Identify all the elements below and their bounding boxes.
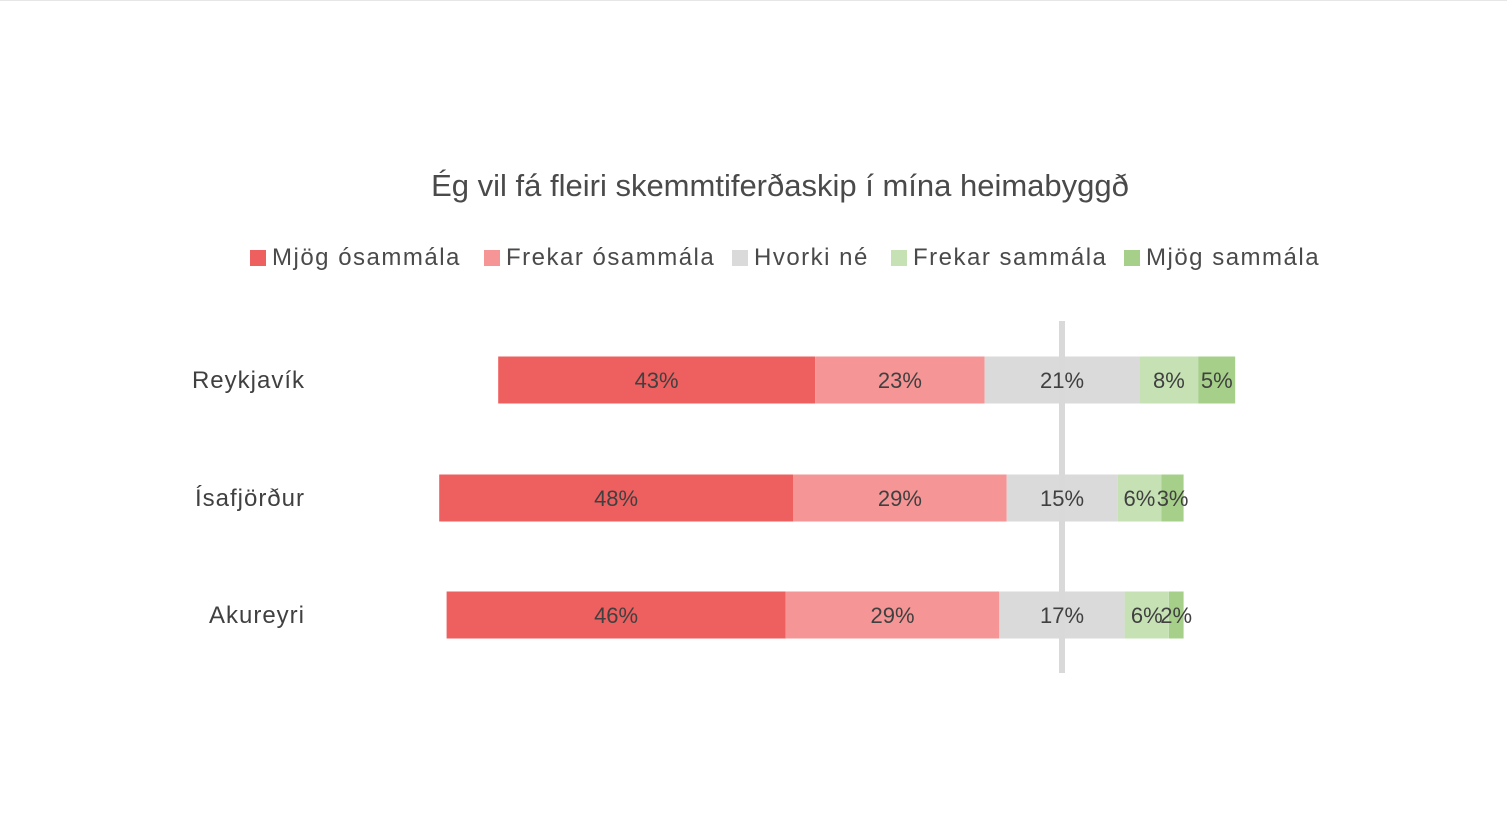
- data-label: 17%: [1040, 603, 1084, 628]
- legend-swatch: [484, 250, 500, 266]
- data-label: 21%: [1040, 368, 1084, 393]
- bar-segment: [1198, 356, 1236, 404]
- legend-label: Hvorki né: [754, 244, 869, 271]
- bar-segment: [793, 474, 1007, 522]
- top-border: [0, 0, 1507, 1]
- data-label: 2%: [1160, 603, 1192, 628]
- legend: Mjög ósammála Frekar ósammála Hvorki né Fre…: [250, 244, 1320, 271]
- chart-title: Ég vil fá fleiri skemmtiferðaskip í mína…: [431, 168, 1129, 203]
- legend-label: Mjög ósammála: [272, 244, 461, 271]
- category-labels: Reykjavík Ísafjörður Akureyri: [192, 367, 305, 629]
- legend-item: Frekar ósammála: [484, 244, 715, 271]
- legend-label: Frekar ósammála: [506, 244, 715, 271]
- legend-label: Mjög sammála: [1146, 244, 1320, 271]
- category-label: Akureyri: [209, 602, 305, 629]
- data-label: 43%: [635, 368, 679, 393]
- data-label: 48%: [594, 486, 638, 511]
- legend-swatch: [1124, 250, 1140, 266]
- data-label: 29%: [878, 486, 922, 511]
- legend-label: Frekar sammála: [913, 244, 1107, 271]
- bar-segment: [1161, 474, 1184, 522]
- bar-segment: [1124, 591, 1169, 639]
- bars-group: [439, 356, 1236, 639]
- legend-swatch: [891, 250, 907, 266]
- data-label: 6%: [1131, 603, 1163, 628]
- data-label: 29%: [870, 603, 914, 628]
- bar-segment: [439, 474, 793, 522]
- data-label: 23%: [878, 368, 922, 393]
- data-label: 6%: [1124, 486, 1156, 511]
- data-label: 8%: [1153, 368, 1185, 393]
- legend-item: Mjög sammála: [1124, 244, 1320, 271]
- bar-segment: [1139, 356, 1199, 404]
- legend-swatch: [732, 250, 748, 266]
- bar-segment: [1117, 474, 1162, 522]
- category-label: Ísafjörður: [195, 485, 305, 512]
- category-label: Reykjavík: [192, 367, 305, 394]
- data-label: 15%: [1040, 486, 1084, 511]
- bar-segment: [815, 356, 985, 404]
- bar-segment: [785, 591, 1000, 639]
- data-label: 3%: [1157, 486, 1189, 511]
- legend-swatch: [250, 250, 266, 266]
- bar-segment: [1168, 591, 1184, 639]
- bar-segment: [446, 591, 786, 639]
- legend-item: Hvorki né: [732, 244, 869, 271]
- legend-item: Mjög ósammála: [250, 244, 461, 271]
- legend-item: Frekar sammála: [891, 244, 1107, 271]
- bar-segment: [498, 356, 816, 404]
- data-label: 5%: [1201, 368, 1233, 393]
- data-label: 46%: [594, 603, 638, 628]
